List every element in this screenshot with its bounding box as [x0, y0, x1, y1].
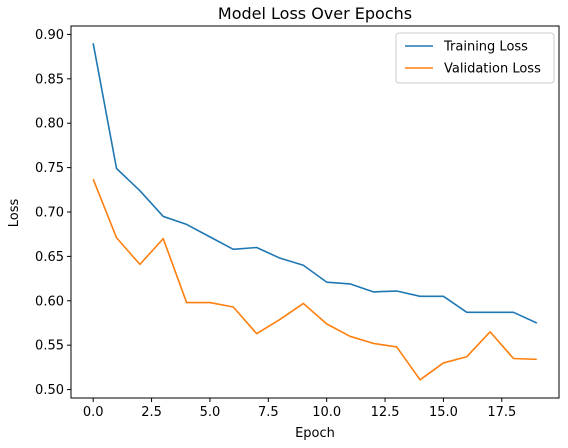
- legend-label: Training Loss: [443, 40, 528, 55]
- x-tick-label: 0.0: [83, 405, 104, 420]
- legend-box: [395, 32, 555, 84]
- x-axis-label: Epoch: [295, 426, 335, 441]
- x-tick-label: 2.5: [141, 405, 162, 420]
- y-tick-label: 0.50: [35, 383, 64, 398]
- x-tick-label: 15.0: [429, 405, 458, 420]
- y-tick-label: 0.55: [35, 339, 64, 354]
- legend-label: Validation Loss: [444, 62, 541, 77]
- y-tick-label: 0.65: [35, 250, 64, 265]
- x-tick-label: 12.5: [371, 405, 400, 420]
- x-tick-label: 10.0: [312, 405, 341, 420]
- plot-area: 0.0 2.5 5.0 7.5 10.0 12.5 15.0 17.5 0.50 0.55 0.60…: [35, 25, 560, 420]
- series-line-validation-loss: [92, 178, 537, 381]
- series-line-training-loss: [92, 43, 538, 324]
- x-tick-label: 7.5: [258, 405, 279, 420]
- x-tick-label: 5.0: [200, 405, 221, 420]
- y-axis-label: Loss: [7, 199, 22, 228]
- y-tick-label: 0.80: [35, 117, 64, 132]
- y-tick-label: 0.75: [35, 161, 64, 176]
- y-tick-label: 0.90: [35, 28, 64, 43]
- chart-title: Model Loss Over Epochs: [218, 4, 412, 23]
- y-tick-label: 0.60: [35, 294, 64, 309]
- y-tick-label: 0.70: [35, 206, 64, 221]
- x-tick-label: 17.5: [487, 405, 516, 420]
- y-tick-label: 0.85: [35, 72, 64, 87]
